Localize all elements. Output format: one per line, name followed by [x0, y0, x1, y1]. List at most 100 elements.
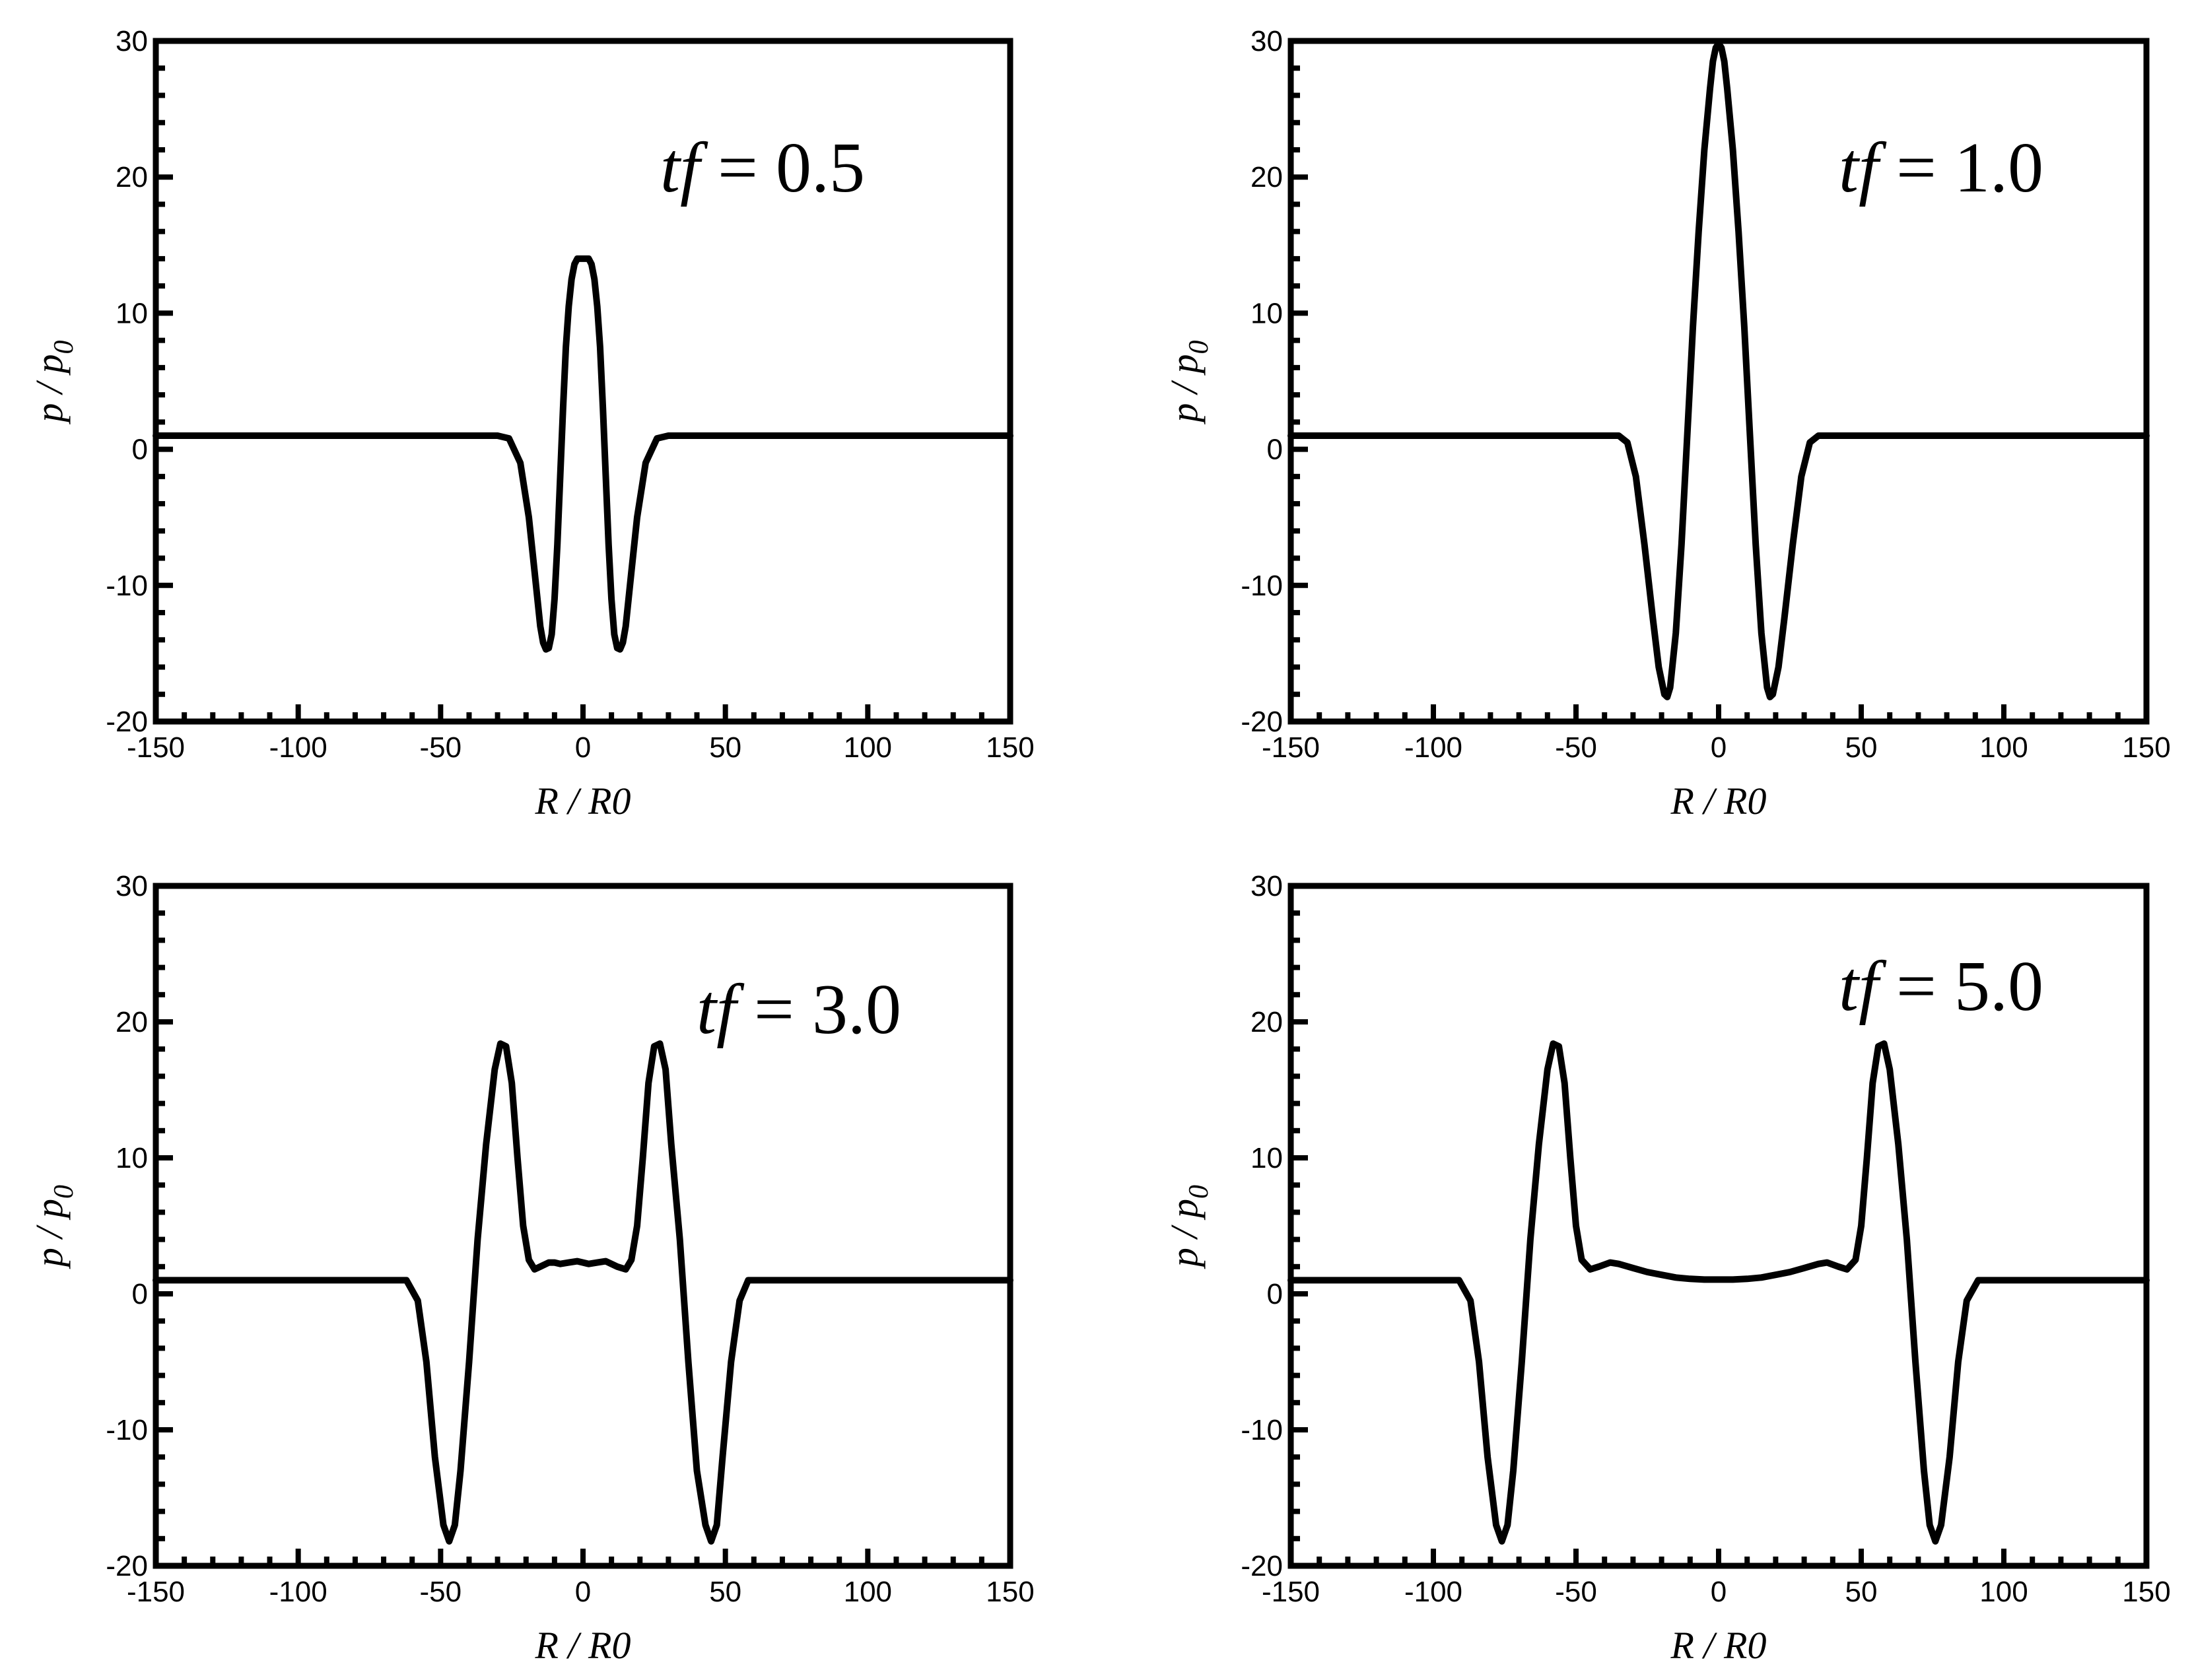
panel-annotation: tf = 0.5 — [660, 129, 865, 207]
x-tick-label: 50 — [709, 1576, 741, 1608]
y-axis-label-subscript: 0 — [1184, 1185, 1214, 1199]
data-line-series-1 — [153, 1040, 1013, 1545]
y-axis-label-subscript: 0 — [1184, 340, 1214, 354]
y-axis-label-numerator: p — [1163, 1248, 1206, 1269]
y-tick-label: 0 — [1267, 434, 1283, 466]
y-axis-label: p / p0 — [1163, 1185, 1214, 1269]
x-tick-label: -100 — [269, 1576, 327, 1608]
x-tick-label: -100 — [1404, 1576, 1462, 1608]
y-axis-label-denominator: p — [28, 354, 71, 376]
y-tick-label: -10 — [1241, 1414, 1283, 1446]
y-axis-label-denominator: p — [1163, 1199, 1206, 1221]
y-tick-label: 30 — [1250, 870, 1283, 902]
y-tick-label: 0 — [1267, 1278, 1283, 1310]
x-tick-label: 150 — [2122, 731, 2170, 764]
y-axis-label: p / p0 — [28, 340, 79, 424]
x-tick-label: 0 — [575, 1576, 591, 1608]
y-axis-label: p / p0 — [1163, 340, 1214, 424]
annotation-equals: = — [736, 970, 812, 1049]
panel-annotation: tf = 5.0 — [1839, 947, 2043, 1026]
plot-frame — [153, 38, 1013, 725]
y-tick-label: -20 — [1241, 1550, 1283, 1582]
x-tick-label: 100 — [844, 1576, 892, 1608]
x-axis-label: R / R0 — [1670, 1624, 1767, 1667]
x-tick-label: -100 — [1404, 731, 1462, 764]
y-axis-label-denominator: p — [1163, 354, 1206, 376]
x-tick-label: 0 — [575, 731, 591, 764]
y-tick-label: 0 — [132, 434, 148, 466]
annotation-equals: = — [1878, 947, 1954, 1026]
x-tick-label: -50 — [420, 1576, 462, 1608]
plot-frame — [153, 883, 1013, 1569]
y-axis-label-separator: / — [28, 373, 71, 403]
y-tick-label: 30 — [116, 870, 148, 902]
x-tick-label: 0 — [1711, 731, 1727, 764]
y-tick-label: -10 — [1241, 570, 1283, 602]
x-tick-label: -50 — [420, 731, 462, 764]
annotation-value: 0.5 — [776, 129, 865, 207]
x-axis-label: R / R0 — [1670, 780, 1767, 823]
x-tick-label: -100 — [269, 731, 327, 764]
y-tick-label: 20 — [1250, 1006, 1283, 1038]
x-tick-label: 50 — [1845, 731, 1878, 764]
y-axis-label-subscript: 0 — [49, 340, 79, 354]
x-tick-label: -150 — [1262, 1576, 1320, 1608]
y-tick-label: 30 — [1250, 25, 1283, 57]
data-line-series-1 — [1287, 1040, 2150, 1545]
x-tick-label: 100 — [1979, 731, 2028, 764]
data-line-series-1 — [1287, 40, 2150, 700]
x-tick-label: -150 — [1262, 731, 1320, 764]
y-axis-label-subscript: 0 — [49, 1185, 79, 1199]
x-tick-label: 100 — [1979, 1576, 2028, 1608]
x-tick-label: 0 — [1711, 1576, 1727, 1608]
y-tick-label: -10 — [106, 570, 148, 602]
x-tick-label: 50 — [1845, 1576, 1878, 1608]
annotation-value: 3.0 — [812, 970, 901, 1049]
x-axis-label: R / R0 — [535, 1624, 631, 1667]
panel-annotation: tf = 1.0 — [1839, 129, 2043, 207]
x-tick-label: -50 — [1555, 731, 1597, 764]
x-tick-label: -50 — [1555, 1576, 1597, 1608]
y-tick-label: 10 — [116, 297, 148, 329]
y-axis-label-separator: / — [28, 1218, 71, 1248]
y-tick-label: 10 — [116, 1142, 148, 1174]
annotation-equals: = — [700, 129, 776, 207]
y-tick-label: 10 — [1250, 1142, 1283, 1174]
y-axis-label-numerator: p — [1163, 403, 1206, 425]
x-tick-label: -150 — [127, 1576, 185, 1608]
x-tick-label: 50 — [709, 731, 741, 764]
y-axis-label-denominator: p — [28, 1199, 71, 1221]
y-tick-label: 0 — [132, 1278, 148, 1310]
x-tick-label: 150 — [986, 1576, 1034, 1608]
annotation-value: 5.0 — [1954, 947, 2043, 1026]
y-tick-label: 30 — [116, 25, 148, 57]
data-line-series-1 — [153, 255, 1013, 653]
panel-annotation: tf = 3.0 — [697, 970, 901, 1049]
y-tick-label: 20 — [1250, 161, 1283, 193]
y-axis-label-numerator: p — [28, 403, 71, 425]
y-tick-label: -20 — [106, 706, 148, 738]
x-tick-label: -150 — [127, 731, 185, 764]
annotation-equals: = — [1878, 129, 1954, 207]
y-tick-label: -20 — [106, 1550, 148, 1582]
y-axis-label-numerator: p — [28, 1248, 71, 1269]
y-tick-label: -10 — [106, 1414, 148, 1446]
y-tick-label: 10 — [1250, 297, 1283, 329]
x-tick-label: 100 — [844, 731, 892, 764]
y-axis-label-separator: / — [1163, 1218, 1206, 1248]
y-axis-label-separator: / — [1163, 373, 1206, 403]
annotation-value: 1.0 — [1954, 129, 2043, 207]
plot-frame — [1287, 883, 2150, 1569]
y-tick-label: -20 — [1241, 706, 1283, 738]
y-tick-label: 20 — [116, 1006, 148, 1038]
x-axis-label: R / R0 — [535, 780, 631, 823]
y-axis-label: p / p0 — [28, 1185, 79, 1269]
y-tick-label: 20 — [116, 161, 148, 193]
x-tick-label: 150 — [2122, 1576, 2170, 1608]
x-tick-label: 150 — [986, 731, 1034, 764]
